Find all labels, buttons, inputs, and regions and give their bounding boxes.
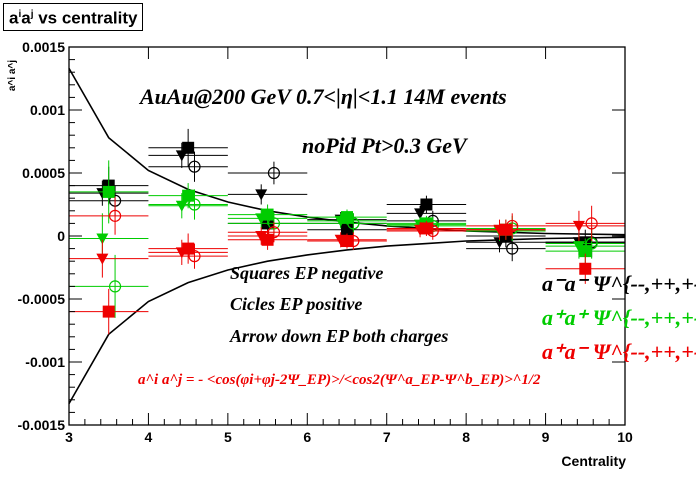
data-point <box>227 222 308 243</box>
marker-triangle <box>96 253 109 265</box>
data-point <box>227 184 308 205</box>
marker-triangle <box>493 224 506 236</box>
x-tick-label: 7 <box>383 429 391 445</box>
marker-square <box>579 262 592 275</box>
data-point <box>148 193 228 219</box>
data-point <box>545 205 625 242</box>
data-point <box>227 208 308 229</box>
x-tick-label: 8 <box>462 429 470 445</box>
marker-circle <box>347 234 360 248</box>
marker-circle <box>188 250 201 263</box>
marker-triangle <box>175 150 188 162</box>
y-axis-label: a^i a^j <box>7 60 18 91</box>
data-point <box>69 288 149 335</box>
marker-triangle <box>334 234 347 246</box>
marker-triangle <box>96 233 109 245</box>
data-point <box>148 189 228 220</box>
marker-circle <box>267 166 281 180</box>
marker-triangle <box>572 220 585 232</box>
annotation-events: AuAu@200 GeV 0.7<|η|<1.1 14M events <box>138 84 507 109</box>
data-point <box>227 204 308 225</box>
marker-circle <box>585 217 598 230</box>
marker-triangle <box>175 247 188 259</box>
marker-square <box>102 185 115 198</box>
x-tick-label: 9 <box>542 429 550 445</box>
data-point <box>148 239 228 265</box>
data-point <box>307 209 387 225</box>
marker-circle <box>108 209 122 222</box>
x-tick-label: 6 <box>303 429 311 445</box>
y-tick-label: 0.0005 <box>22 165 65 181</box>
marker-circle <box>188 160 201 173</box>
data-point <box>307 232 387 250</box>
data-point <box>386 195 467 214</box>
annotation-arrows: Arrow down EP both charges <box>229 326 448 346</box>
marker-triangle <box>175 200 188 212</box>
data-point <box>227 161 308 185</box>
y-tick-label: 0.0015 <box>22 39 65 55</box>
marker-circle <box>347 217 360 230</box>
marker-circle <box>267 226 281 239</box>
y-tick-label: -0.0005 <box>18 291 66 307</box>
marker-circle <box>108 280 122 293</box>
y-tick-label: -0.001 <box>25 354 65 370</box>
annotation-squares: Squares EP negative <box>230 263 383 283</box>
envelope-curve-lower <box>68 236 626 404</box>
x-tick-label: 10 <box>617 429 633 445</box>
data-point <box>148 151 228 182</box>
marker-square <box>420 198 433 211</box>
legend-entry: a⁻a⁻ Ψ^{--,++,+-} <box>542 271 696 296</box>
data-point <box>545 210 625 242</box>
marker-square <box>341 223 353 236</box>
data-point <box>386 222 467 238</box>
data-point <box>227 229 308 250</box>
y-tick-label: 0 <box>57 228 65 244</box>
marker-square <box>182 189 195 202</box>
marker-triangle <box>255 189 268 201</box>
data-point <box>148 128 228 167</box>
marker-circle <box>188 198 201 211</box>
data-point <box>307 213 387 229</box>
marker-triangle <box>255 213 268 225</box>
x-tick-label: 4 <box>145 429 153 445</box>
formula: a^i a^j = - <cos(φi+φj-2Ψ_EP)>/<cos2(Ψ^a… <box>138 372 541 388</box>
legend-entry: a⁺a⁺ Ψ^{--,++,+-} <box>542 305 696 330</box>
data-point <box>307 232 387 248</box>
data-point <box>466 213 546 239</box>
x-tick-label: 3 <box>65 429 73 445</box>
marker-triangle <box>572 241 585 253</box>
annotation-circles: Cicles EP positive <box>230 294 362 314</box>
marker-square <box>102 305 115 318</box>
marker-triangle <box>493 237 506 249</box>
x-axis-label: Centrality <box>561 453 626 469</box>
marker-triangle <box>334 215 347 227</box>
data-point <box>227 227 308 245</box>
data-point <box>386 222 467 240</box>
data-point <box>148 243 228 269</box>
chart-title: aiaj vs centrality <box>3 3 144 31</box>
annotation-cuts: noPid Pt>0.3 GeV <box>302 133 469 158</box>
legend-entry: a⁺a⁻ Ψ^{--,++,+-} <box>542 339 696 364</box>
data-point <box>69 160 149 224</box>
data-point <box>69 239 149 278</box>
data-point <box>148 183 228 209</box>
data-point <box>545 253 625 284</box>
data-point <box>466 219 546 240</box>
marker-circle <box>506 219 519 233</box>
marker-circle <box>426 224 439 238</box>
y-tick-label: -0.0015 <box>18 417 66 433</box>
data-point <box>69 196 149 235</box>
data-point <box>307 213 387 234</box>
data-point <box>69 254 149 318</box>
data-point <box>148 233 228 264</box>
y-tick-label: 0.001 <box>30 102 65 118</box>
x-tick-label: 5 <box>224 429 232 445</box>
marker-circle <box>506 242 519 255</box>
marker-triangle <box>414 224 427 236</box>
data-point <box>148 142 228 168</box>
marker-triangle <box>255 231 268 242</box>
marker-triangle <box>414 208 427 220</box>
